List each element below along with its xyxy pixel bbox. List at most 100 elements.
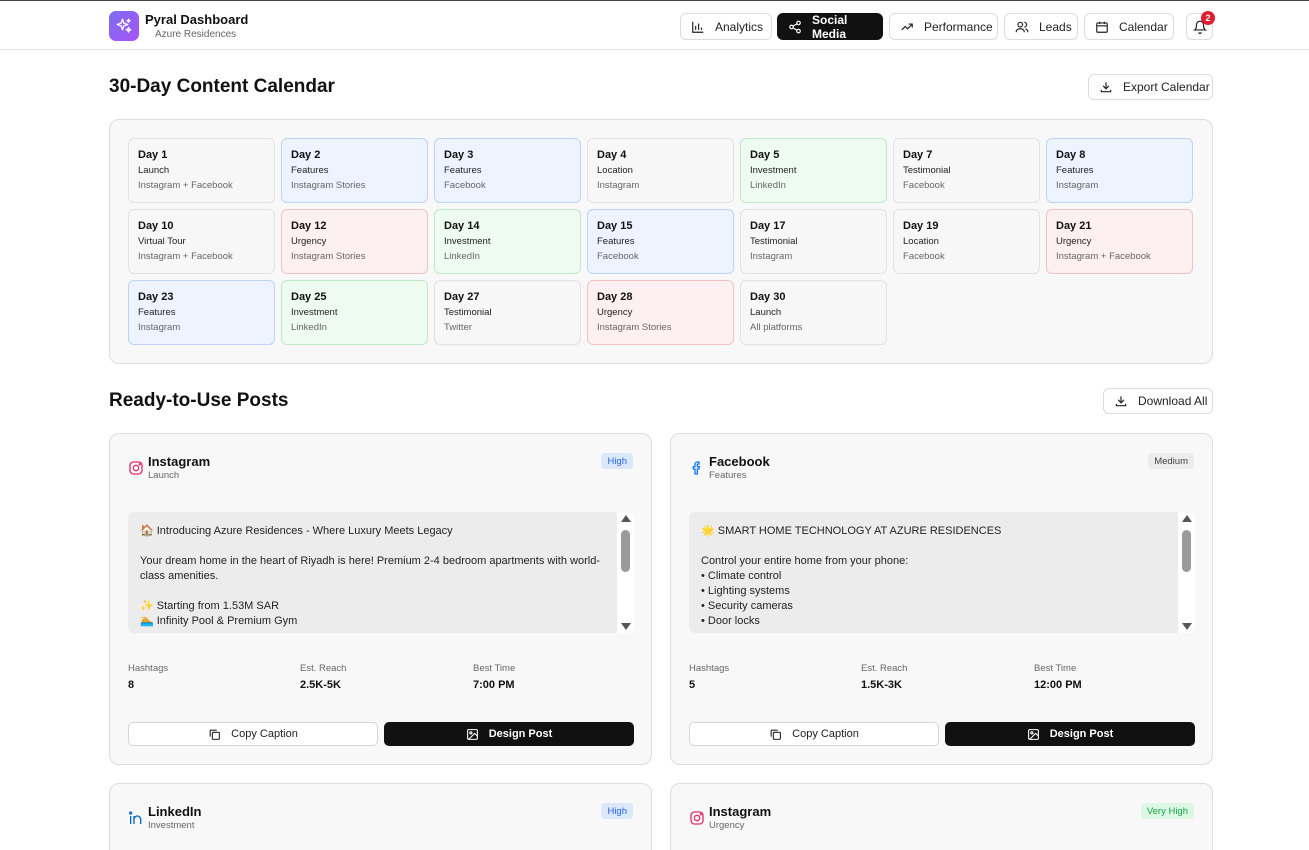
calendar-day-card[interactable]: Day 5 Investment LinkedIn bbox=[740, 138, 887, 203]
scroll-thumb[interactable] bbox=[621, 530, 630, 572]
calendar-day-card[interactable]: Day 8 Features Instagram bbox=[1046, 138, 1193, 203]
logo bbox=[109, 11, 139, 41]
day-theme: Testimonial bbox=[444, 307, 492, 318]
copy-caption-button[interactable]: Copy Caption bbox=[689, 722, 939, 746]
download-icon bbox=[1099, 80, 1113, 94]
calendar-day-card[interactable]: Day 21 Urgency Instagram + Facebook bbox=[1046, 209, 1193, 274]
calendar-day-card[interactable]: Day 1 Launch Instagram + Facebook bbox=[128, 138, 275, 203]
reach-label: Est. Reach bbox=[861, 663, 908, 674]
calendar-day-card[interactable]: Day 30 Launch All platforms bbox=[740, 280, 887, 345]
reach-value: 1.5K-3K bbox=[861, 679, 902, 691]
export-calendar-label: Export Calendar bbox=[1123, 80, 1210, 94]
calendar-day-card[interactable]: Day 3 Features Facebook bbox=[434, 138, 581, 203]
day-theme: Features bbox=[1056, 165, 1094, 176]
day-platform: Instagram + Facebook bbox=[138, 251, 233, 262]
copy-caption-button[interactable]: Copy Caption bbox=[128, 722, 378, 746]
day-title: Day 1 bbox=[138, 149, 168, 161]
day-theme: Urgency bbox=[1056, 236, 1092, 247]
nav-label: Leads bbox=[1039, 19, 1072, 34]
priority-badge: Very High bbox=[1140, 803, 1194, 819]
day-title: Day 17 bbox=[750, 220, 786, 232]
day-platform: Facebook bbox=[444, 180, 486, 191]
day-title: Day 23 bbox=[138, 291, 174, 303]
copy-icon bbox=[208, 728, 221, 741]
download-all-button[interactable]: Download All bbox=[1103, 388, 1213, 414]
day-title: Day 4 bbox=[597, 149, 627, 161]
nav-label: Calendar bbox=[1119, 19, 1168, 34]
post-theme: Launch bbox=[148, 470, 180, 481]
sparkles-icon bbox=[116, 18, 132, 33]
download-icon bbox=[1114, 394, 1128, 408]
post-platform: Facebook bbox=[709, 454, 770, 469]
day-platform: Twitter bbox=[444, 322, 472, 333]
instagram-icon bbox=[689, 810, 705, 826]
day-platform: Facebook bbox=[597, 251, 639, 262]
hashtags-value: 8 bbox=[128, 679, 135, 691]
calendar-day-card[interactable]: Day 27 Testimonial Twitter bbox=[434, 280, 581, 345]
calendar-day-card[interactable]: Day 4 Location Instagram bbox=[587, 138, 734, 203]
post-theme: Urgency bbox=[709, 820, 745, 831]
day-platform: Instagram bbox=[138, 322, 181, 333]
day-title: Day 25 bbox=[291, 291, 327, 303]
reach-value: 2.5K-5K bbox=[300, 679, 341, 691]
day-theme: Testimonial bbox=[903, 165, 951, 176]
calendar-day-card[interactable]: Day 10 Virtual Tour Instagram + Facebook bbox=[128, 209, 275, 274]
calendar-day-card[interactable]: Day 25 Investment LinkedIn bbox=[281, 280, 428, 345]
day-title: Day 19 bbox=[903, 220, 939, 232]
nav-label: Performance bbox=[924, 19, 993, 34]
calendar-day-card[interactable]: Day 15 Features Facebook bbox=[587, 209, 734, 274]
day-title: Day 8 bbox=[1056, 149, 1086, 161]
calendar-day-card[interactable]: Day 12 Urgency Instagram Stories bbox=[281, 209, 428, 274]
nav-leads[interactable]: Leads bbox=[1004, 13, 1078, 40]
priority-badge: High bbox=[601, 803, 633, 819]
design-post-button[interactable]: Design Post bbox=[384, 722, 634, 746]
post-platform: Instagram bbox=[148, 454, 211, 469]
export-calendar-button[interactable]: Export Calendar bbox=[1088, 74, 1213, 100]
priority-badge: Medium bbox=[1148, 453, 1194, 469]
top-bar: Pyral Dashboard Azure Residences Analyti… bbox=[0, 0, 1309, 50]
day-theme: Launch bbox=[138, 165, 170, 176]
scrollbar[interactable] bbox=[617, 512, 634, 633]
calendar-day-card[interactable]: Day 23 Features Instagram bbox=[128, 280, 275, 345]
scroll-up-arrow-icon[interactable] bbox=[621, 515, 631, 522]
calendar-day-card[interactable]: Day 19 Location Facebook bbox=[893, 209, 1040, 274]
scrollbar[interactable] bbox=[1178, 512, 1195, 633]
day-platform: Instagram Stories bbox=[291, 251, 366, 262]
content-calendar: Day 1 Launch Instagram + Facebook Day 2 Feat… bbox=[109, 119, 1213, 364]
nav-calendar[interactable]: Calendar bbox=[1084, 13, 1174, 40]
post-card: Instagram Launch High 🏠 Introducing Azur… bbox=[109, 433, 652, 765]
image-icon bbox=[1027, 728, 1040, 741]
day-platform: LinkedIn bbox=[750, 180, 786, 191]
day-theme: Testimonial bbox=[750, 236, 798, 247]
calendar-day-card[interactable]: Day 17 Testimonial Instagram bbox=[740, 209, 887, 274]
image-icon bbox=[466, 728, 479, 741]
scroll-down-arrow-icon[interactable] bbox=[1182, 623, 1192, 630]
day-theme: Location bbox=[903, 236, 939, 247]
calendar-day-card[interactable]: Day 2 Features Instagram Stories bbox=[281, 138, 428, 203]
scroll-up-arrow-icon[interactable] bbox=[1182, 515, 1192, 522]
calendar-day-card[interactable]: Day 28 Urgency Instagram Stories bbox=[587, 280, 734, 345]
day-platform: LinkedIn bbox=[291, 322, 327, 333]
scroll-down-arrow-icon[interactable] bbox=[621, 623, 631, 630]
day-title: Day 28 bbox=[597, 291, 633, 303]
post-platform: Instagram bbox=[709, 804, 772, 819]
day-theme: Investment bbox=[750, 165, 797, 176]
caption-box[interactable]: 🌟 SMART HOME TECHNOLOGY AT AZURE RESIDEN… bbox=[689, 512, 1195, 633]
day-title: Day 12 bbox=[291, 220, 327, 232]
day-theme: Urgency bbox=[291, 236, 327, 247]
day-platform: Facebook bbox=[903, 180, 945, 191]
caption-text: 🌟 SMART HOME TECHNOLOGY AT AZURE RESIDEN… bbox=[701, 525, 1002, 627]
post-platform: LinkedIn bbox=[148, 804, 202, 819]
app-title: Pyral Dashboard bbox=[145, 12, 249, 27]
scroll-thumb[interactable] bbox=[1182, 530, 1191, 572]
nav-performance[interactable]: Performance bbox=[889, 13, 998, 40]
calendar-day-card[interactable]: Day 7 Testimonial Facebook bbox=[893, 138, 1040, 203]
day-theme: Features bbox=[597, 236, 635, 247]
best-time-label: Best Time bbox=[473, 663, 516, 674]
nav-analytics[interactable]: Analytics bbox=[680, 13, 772, 40]
calendar-day-card[interactable]: Day 14 Investment LinkedIn bbox=[434, 209, 581, 274]
day-theme: Urgency bbox=[597, 307, 633, 318]
nav-social-media[interactable]: Social Media bbox=[777, 13, 883, 41]
caption-box[interactable]: 🏠 Introducing Azure Residences - Where L… bbox=[128, 512, 634, 633]
design-post-button[interactable]: Design Post bbox=[945, 722, 1195, 746]
